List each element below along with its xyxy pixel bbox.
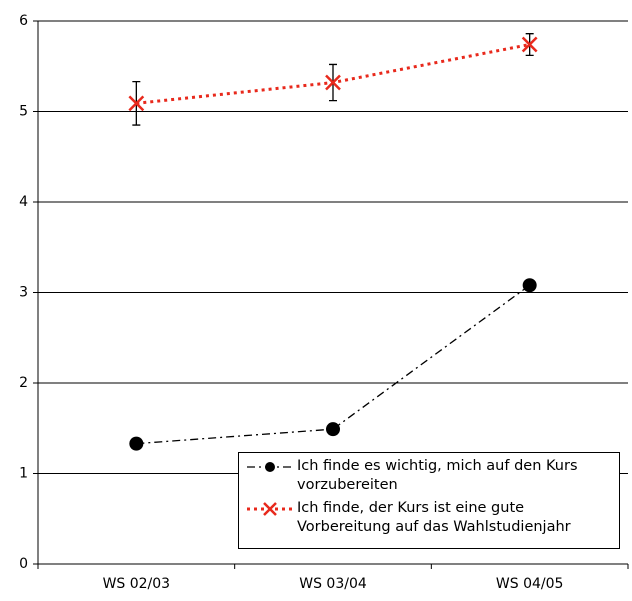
point bbox=[128, 95, 145, 112]
legend-label: Ich finde, der Kurs ist eine gute Vorber… bbox=[297, 500, 571, 535]
legend-entry: Ich finde es wichtig, mich auf den Kurs … bbox=[245, 457, 613, 495]
y-tick-label: 2 bbox=[19, 375, 28, 391]
legend-entry: Ich finde, der Kurs ist eine gute Vorber… bbox=[245, 499, 613, 537]
point bbox=[325, 74, 341, 91]
x-tick-label: WS 03/04 bbox=[299, 576, 367, 592]
y-tick-label: 5 bbox=[19, 104, 28, 120]
legend-swatch bbox=[247, 462, 293, 472]
y-tick-label: 6 bbox=[19, 13, 28, 29]
y-tick-label: 4 bbox=[19, 194, 28, 210]
x-tick-label: WS 04/05 bbox=[496, 576, 564, 592]
point bbox=[129, 436, 144, 451]
y-tick-label: 3 bbox=[19, 285, 28, 301]
legend: Ich finde es wichtig, mich auf den Kurs … bbox=[238, 452, 620, 549]
series-line bbox=[136, 284, 531, 445]
legend-swatch bbox=[247, 502, 293, 516]
point bbox=[521, 36, 538, 53]
legend-label: Ich finde es wichtig, mich auf den Kurs … bbox=[297, 458, 578, 493]
point bbox=[522, 278, 537, 293]
y-tick-label: 1 bbox=[19, 466, 28, 482]
point bbox=[326, 422, 340, 437]
y-tick-label: 0 bbox=[19, 556, 28, 572]
legend-marker bbox=[265, 462, 275, 472]
x-tick-label: WS 02/03 bbox=[103, 576, 171, 592]
legend-marker bbox=[263, 502, 277, 516]
